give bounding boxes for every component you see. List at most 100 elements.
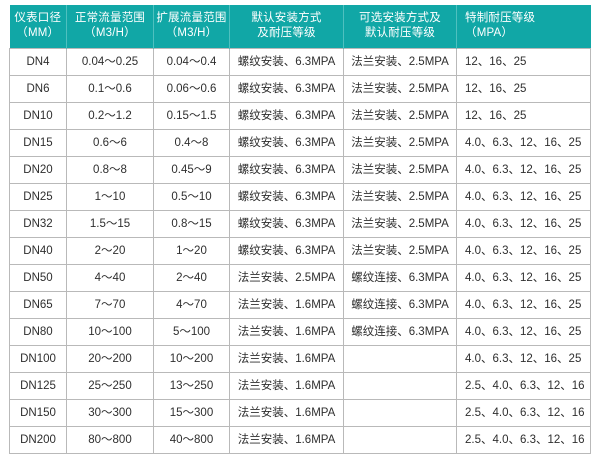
table-row: DN10 0.2～1.2 0.15～1.5 螺纹安装、6.3MPA 法兰安装、2.5MP…: [9, 102, 591, 130]
table-header: 仪表口径 （MM） 正常流量范围 （M3/H） 扩展流量范围 （M3/H） 默认…: [9, 5, 591, 49]
cell-normal-flow: 0.6～6: [66, 129, 154, 157]
column-header-normal-flow-line2: （M3/H）: [84, 27, 136, 39]
cell-extended-flow: 40～800: [153, 426, 230, 454]
cell-special-pressure: 4.0、6.3、12、16、25: [456, 345, 591, 373]
column-header-normal-flow: 正常流量范围 （M3/H）: [66, 5, 154, 49]
column-header-extended-flow: 扩展流量范围 （M3/H）: [153, 5, 230, 49]
cell-default-install: 螺纹安装、6.3MPA: [229, 237, 344, 265]
cell-special-pressure: 4.0、6.3、12、16、25: [456, 183, 591, 211]
cell-normal-flow: 2～20: [66, 237, 154, 265]
cell-special-pressure: 4.0、6.3、12、16、25: [456, 264, 591, 292]
cell-extended-flow: 10～200: [153, 345, 230, 373]
cell-diameter: DN65: [9, 291, 67, 319]
cell-optional-install: 法兰安装、2.5MPA: [343, 156, 457, 184]
cell-default-install: 螺纹安装、6.3MPA: [229, 48, 344, 76]
cell-diameter: DN4: [9, 48, 67, 76]
cell-diameter: DN32: [9, 210, 67, 238]
cell-diameter: DN150: [9, 399, 67, 427]
cell-default-install: 螺纹安装、6.3MPA: [229, 102, 344, 130]
column-header-extended-flow-line1: 扩展流量范围: [156, 12, 227, 24]
cell-special-pressure: 4.0、6.3、12、16、25: [456, 210, 591, 238]
cell-default-install: 螺纹安装、6.3MPA: [229, 183, 344, 211]
cell-optional-install: 法兰安装、2.5MPA: [343, 75, 457, 103]
cell-extended-flow: 1～20: [153, 237, 230, 265]
column-header-default-install: 默认安装方式 及耐压等级: [229, 5, 344, 49]
column-header-special-pressure-line1: 特制耐压等级: [465, 12, 536, 24]
cell-default-install: 法兰安装、1.6MPA: [229, 345, 344, 373]
cell-extended-flow: 4～70: [153, 291, 230, 319]
cell-special-pressure: 4.0、6.3、12、16、25: [456, 129, 591, 157]
column-header-special-pressure: 特制耐压等级 （MPA）: [456, 5, 591, 49]
table-row: DN40 2～20 1～20 螺纹安装、6.3MPA 法兰安装、2.5MPA 4.0、6.…: [9, 237, 591, 265]
cell-default-install: 法兰安装、1.6MPA: [229, 399, 344, 427]
cell-normal-flow: 0.1～0.6: [66, 75, 154, 103]
table-row: DN150 30～300 15～300 法兰安装、1.6MPA 2.5、4.0、6.3、…: [9, 399, 591, 427]
table-row: DN65 7～70 4～70 法兰安装、1.6MPA 螺纹连接、6.3MPA 4.0、6.…: [9, 291, 591, 319]
table-body: DN4 0.04～0.25 0.04～0.4 螺纹安装、6.3MPA 法兰安装、2.5M…: [9, 48, 591, 454]
cell-special-pressure: 4.0、6.3、12、16、25: [456, 156, 591, 184]
table-row: DN25 1～10 0.5～10 螺纹安装、6.3MPA 法兰安装、2.5MPA 4.0、…: [9, 183, 591, 211]
column-header-extended-flow-line2: （M3/H）: [165, 27, 218, 39]
column-header-default-install-line2: 及耐压等级: [257, 27, 316, 39]
table-header-row: 仪表口径 （MM） 正常流量范围 （M3/H） 扩展流量范围 （M3/H） 默认…: [9, 5, 591, 49]
column-header-special-pressure-line2: （MPA）: [465, 27, 514, 39]
cell-extended-flow: 0.5～10: [153, 183, 230, 211]
table-row: DN50 4～40 2～40 法兰安装、2.5MPA 螺纹连接、6.3MPA 4.0、6.…: [9, 264, 591, 292]
cell-optional-install: 螺纹连接、6.3MPA: [343, 291, 457, 319]
cell-optional-install: [343, 345, 457, 373]
cell-special-pressure: 4.0、6.3、12、16、25: [456, 291, 591, 319]
column-header-optional-install-line1: 可选安装方式及: [359, 12, 441, 24]
table-row: DN100 20～200 10～200 法兰安装、1.6MPA 4.0、6.3、12、1…: [9, 345, 591, 373]
cell-extended-flow: 0.04～0.4: [153, 48, 230, 76]
cell-special-pressure: 12、16、25: [456, 48, 591, 76]
cell-extended-flow: 0.45～9: [153, 156, 230, 184]
cell-diameter: DN50: [9, 264, 67, 292]
cell-optional-install: [343, 399, 457, 427]
cell-extended-flow: 13～250: [153, 372, 230, 400]
column-header-diameter-line1: 仪表口径: [14, 12, 62, 24]
cell-special-pressure: 4.0、6.3、12、16、25: [456, 318, 591, 346]
specification-table-container: 仪表口径 （MM） 正常流量范围 （M3/H） 扩展流量范围 （M3/H） 默认…: [9, 5, 591, 454]
cell-extended-flow: 15～300: [153, 399, 230, 427]
column-header-default-install-line1: 默认安装方式: [251, 12, 322, 24]
cell-special-pressure: 2.5、4.0、6.3、12、16: [456, 399, 591, 427]
cell-normal-flow: 80～800: [66, 426, 154, 454]
cell-diameter: DN6: [9, 75, 67, 103]
cell-default-install: 法兰安装、1.6MPA: [229, 426, 344, 454]
cell-normal-flow: 0.2～1.2: [66, 102, 154, 130]
cell-optional-install: 螺纹连接、6.3MPA: [343, 318, 457, 346]
column-header-diameter-line2: （MM）: [16, 27, 60, 39]
cell-special-pressure: 12、16、25: [456, 102, 591, 130]
cell-diameter: DN20: [9, 156, 67, 184]
cell-special-pressure: 2.5、4.0、6.3、12、16: [456, 372, 591, 400]
column-header-optional-install-line2: 默认耐压等级: [364, 27, 436, 39]
cell-normal-flow: 4～40: [66, 264, 154, 292]
table-row: DN15 0.6～6 0.4～8 螺纹安装、6.3MPA 法兰安装、2.5MPA 4.0、…: [9, 129, 591, 157]
table-row: DN200 80～800 40～800 法兰安装、1.6MPA 2.5、4.0、6.3、…: [9, 426, 591, 454]
cell-default-install: 螺纹安装、6.3MPA: [229, 210, 344, 238]
column-header-normal-flow-line1: 正常流量范围: [74, 12, 146, 24]
table-row: DN80 10～100 5～100 法兰安装、1.6MPA 螺纹连接、6.3MPA 4.0…: [9, 318, 591, 346]
cell-default-install: 法兰安装、1.6MPA: [229, 291, 344, 319]
table-row: DN4 0.04～0.25 0.04～0.4 螺纹安装、6.3MPA 法兰安装、2.5M…: [9, 48, 591, 76]
cell-normal-flow: 1.5～15: [66, 210, 154, 238]
cell-special-pressure: 2.5、4.0、6.3、12、16: [456, 426, 591, 454]
cell-extended-flow: 0.8～15: [153, 210, 230, 238]
cell-default-install: 法兰安装、1.6MPA: [229, 372, 344, 400]
cell-optional-install: 法兰安装、2.5MPA: [343, 48, 457, 76]
cell-diameter: DN40: [9, 237, 67, 265]
cell-normal-flow: 0.04～0.25: [66, 48, 154, 76]
cell-diameter: DN25: [9, 183, 67, 211]
flowmeter-specification-table: 仪表口径 （MM） 正常流量范围 （M3/H） 扩展流量范围 （M3/H） 默认…: [9, 5, 591, 454]
cell-extended-flow: 0.06～0.6: [153, 75, 230, 103]
cell-default-install: 螺纹安装、6.3MPA: [229, 75, 344, 103]
cell-normal-flow: 0.8～8: [66, 156, 154, 184]
cell-optional-install: 法兰安装、2.5MPA: [343, 183, 457, 211]
cell-normal-flow: 20～200: [66, 345, 154, 373]
cell-diameter: DN10: [9, 102, 67, 130]
cell-diameter: DN100: [9, 345, 67, 373]
cell-extended-flow: 5～100: [153, 318, 230, 346]
cell-optional-install: 法兰安装、2.5MPA: [343, 237, 457, 265]
cell-special-pressure: 4.0、6.3、12、16、25: [456, 237, 591, 265]
cell-diameter: DN200: [9, 426, 67, 454]
